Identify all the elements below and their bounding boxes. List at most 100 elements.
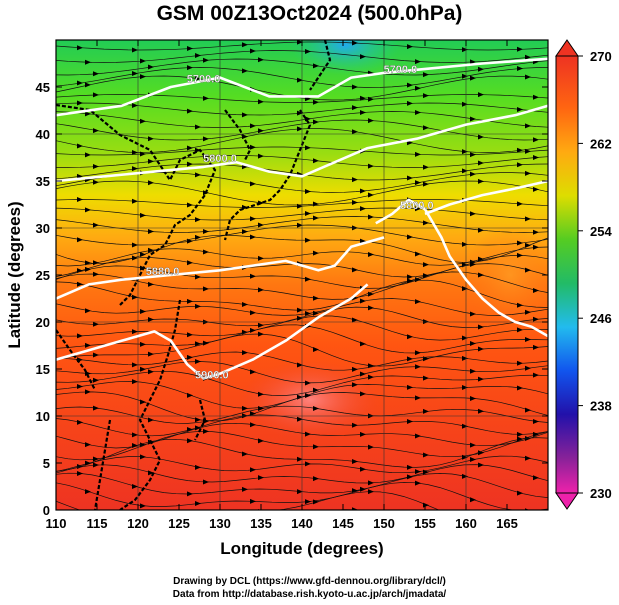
streamline-arrow	[533, 137, 539, 143]
streamline-arrow	[462, 473, 468, 479]
streamline-arrow	[140, 308, 146, 314]
streamline-arrow	[533, 419, 539, 425]
streamline-arrow	[313, 346, 319, 352]
streamline-arrow	[305, 145, 311, 151]
x-tick-label: 165	[496, 516, 518, 531]
y-tick-label: 0	[43, 503, 50, 518]
streamline-arrow	[517, 252, 523, 258]
streamline-arrow	[305, 461, 311, 467]
streamline-arrow	[85, 111, 91, 117]
streamline-arrow	[533, 287, 539, 293]
streamline-arrow	[407, 474, 413, 480]
streamline-arrow	[360, 109, 366, 115]
contour-labels: 5700.0 5700.0 5800.0 5860.0 5880.0 5900.0	[146, 64, 434, 382]
streamline-arrow	[462, 73, 468, 79]
streamline-arrow	[313, 387, 319, 393]
y-tick-label: 15	[36, 362, 50, 377]
streamline-arrow	[360, 371, 366, 377]
streamline-arrow	[297, 203, 303, 209]
streamline-arrow	[360, 486, 366, 492]
streamline-arrow	[93, 179, 99, 185]
streamline-arrow	[478, 408, 484, 414]
contour-line	[424, 179, 548, 216]
streamline-arrow	[93, 462, 99, 468]
streamline-arrow	[140, 58, 146, 64]
x-tick-label: 110	[46, 516, 67, 531]
streamline-arrow	[415, 433, 421, 439]
streamline-arrow	[242, 112, 248, 118]
streamline-arrow	[462, 101, 468, 107]
streamline-arrow	[93, 71, 99, 77]
streamline-arrow	[187, 46, 193, 52]
streamline-arrow	[517, 360, 523, 366]
streamline-arrow	[352, 200, 358, 206]
streamline-arrow	[132, 166, 138, 172]
streamline-arrow	[415, 180, 421, 186]
streamline-arrow	[187, 202, 193, 208]
streamline-arrow	[352, 84, 358, 90]
streamline-arrow	[258, 405, 264, 411]
streamline-arrow	[415, 109, 421, 115]
streamline-arrow	[77, 143, 83, 149]
streamline-arrow	[352, 366, 358, 372]
contour-label: 5880.0	[146, 266, 180, 278]
streamline-arrow	[132, 329, 138, 335]
streamline-arrow	[407, 234, 413, 240]
streamline-arrow	[517, 107, 523, 113]
streamline-arrow	[525, 74, 531, 80]
streamline-arrow	[140, 366, 146, 372]
streamline-arrow	[250, 144, 256, 150]
streamline-arrow	[517, 490, 523, 496]
streamline-arrow	[313, 499, 319, 505]
streamline-arrow	[297, 40, 303, 45]
x-tick-label: 125	[168, 516, 190, 531]
streamline-arrow	[93, 92, 99, 98]
streamline-arrow	[470, 116, 476, 122]
streamline-arrow	[258, 153, 264, 159]
streamline-arrow	[525, 365, 531, 371]
y-tick-label: 20	[36, 315, 50, 330]
streamline-arrow	[132, 242, 138, 248]
streamline-arrow	[195, 500, 201, 506]
streamline-arrow	[517, 385, 523, 391]
streamline-arrow	[478, 376, 484, 382]
streamline-arrow	[250, 467, 256, 473]
streamline-arrow	[132, 362, 138, 368]
streamline-arrow	[77, 471, 83, 477]
streamline-arrow	[478, 134, 484, 140]
streamline-arrow	[423, 125, 429, 131]
contour-label: 5800.0	[203, 153, 237, 165]
streamline-arrow	[352, 317, 358, 323]
streamline-arrow	[313, 295, 319, 301]
streamline-arrow	[313, 119, 319, 125]
streamline-arrow	[250, 123, 256, 129]
streamline-arrow	[423, 220, 429, 226]
streamline-arrow	[360, 54, 366, 60]
streamline-arrow	[533, 186, 539, 192]
streamline-arrow	[242, 486, 248, 492]
streamline-arrow	[533, 154, 539, 160]
streamline-arrow	[423, 262, 429, 268]
streamline-arrow	[93, 128, 99, 134]
streamline-arrow	[297, 315, 303, 321]
streamline-arrow	[305, 276, 311, 282]
streamline-arrow	[470, 211, 476, 217]
y-tick-label: 30	[36, 221, 50, 236]
contour-label: 5900.0	[195, 369, 229, 381]
streamline-arrow	[140, 252, 146, 258]
contour-line	[375, 198, 548, 338]
streamline-arrow	[132, 149, 138, 155]
streamline-arrow	[305, 310, 311, 316]
x-tick-label: 140	[291, 516, 313, 531]
streamline-arrow	[517, 162, 523, 168]
streamline-arrow	[415, 299, 421, 305]
streamline-arrow	[148, 317, 154, 323]
streamline-arrow	[77, 333, 83, 339]
x-tick-label: 150	[373, 516, 395, 531]
streamline-arrow	[525, 309, 531, 315]
streamline-arrow	[423, 375, 429, 381]
streamline-arrow	[195, 274, 201, 280]
streamline-arrow	[297, 416, 303, 422]
streamline-arrow	[140, 341, 146, 347]
streamline-arrow	[517, 147, 523, 153]
